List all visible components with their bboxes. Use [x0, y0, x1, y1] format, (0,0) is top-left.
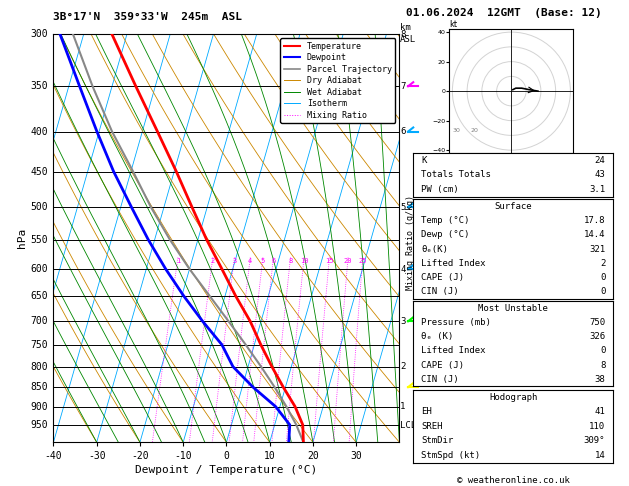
Text: Hodograph: Hodograph [489, 393, 537, 401]
Text: ASL: ASL [400, 35, 416, 44]
Text: 14: 14 [594, 451, 605, 460]
Text: θₑ (K): θₑ (K) [421, 332, 454, 341]
Text: 550: 550 [31, 235, 48, 244]
Text: 650: 650 [31, 291, 48, 301]
Text: 4: 4 [248, 258, 252, 263]
Text: 8: 8 [288, 258, 292, 263]
Text: 6: 6 [271, 258, 276, 263]
Text: 800: 800 [31, 362, 48, 372]
Text: LCL: LCL [400, 421, 416, 431]
Text: PW (cm): PW (cm) [421, 185, 459, 194]
Text: 01.06.2024  12GMT  (Base: 12): 01.06.2024 12GMT (Base: 12) [406, 8, 601, 18]
Text: CIN (J): CIN (J) [421, 287, 459, 296]
Text: Pressure (mb): Pressure (mb) [421, 318, 491, 327]
Text: 5: 5 [400, 203, 406, 212]
Text: 350: 350 [31, 81, 48, 91]
Text: 0: 0 [600, 347, 605, 355]
Text: 6: 6 [400, 127, 406, 136]
Text: CAPE (J): CAPE (J) [421, 273, 464, 282]
Text: 4: 4 [400, 264, 406, 274]
Text: 1: 1 [400, 402, 406, 411]
Text: 7: 7 [400, 82, 406, 91]
Text: 38: 38 [594, 375, 605, 384]
Text: 41: 41 [594, 407, 605, 416]
Text: 400: 400 [31, 126, 48, 137]
Text: Most Unstable: Most Unstable [478, 304, 548, 313]
Text: 750: 750 [31, 340, 48, 350]
Text: 0: 0 [600, 287, 605, 296]
Text: 2: 2 [600, 259, 605, 268]
Text: 14.4: 14.4 [584, 230, 605, 239]
Text: 309°: 309° [584, 436, 605, 445]
Text: CIN (J): CIN (J) [421, 375, 459, 384]
Text: 3.1: 3.1 [589, 185, 605, 194]
Text: 20: 20 [344, 258, 352, 263]
Text: 25: 25 [359, 258, 367, 263]
Text: Lifted Index: Lifted Index [421, 259, 486, 268]
Text: StmSpd (kt): StmSpd (kt) [421, 451, 481, 460]
Text: Mixing Ratio (g/kg): Mixing Ratio (g/kg) [406, 195, 415, 291]
Text: SREH: SREH [421, 422, 443, 431]
Text: 2: 2 [400, 362, 406, 371]
Legend: Temperature, Dewpoint, Parcel Trajectory, Dry Adiabat, Wet Adiabat, Isotherm, Mi: Temperature, Dewpoint, Parcel Trajectory… [281, 38, 395, 123]
Text: 300: 300 [31, 29, 48, 39]
Text: © weatheronline.co.uk: © weatheronline.co.uk [457, 476, 570, 486]
Text: 17.8: 17.8 [584, 216, 605, 225]
Text: 326: 326 [589, 332, 605, 341]
Text: Totals Totals: Totals Totals [421, 171, 491, 179]
Text: 43: 43 [594, 171, 605, 179]
Text: 600: 600 [31, 264, 48, 274]
Text: Lifted Index: Lifted Index [421, 347, 486, 355]
Text: 321: 321 [589, 244, 605, 254]
Text: hPa: hPa [18, 228, 27, 248]
Text: CAPE (J): CAPE (J) [421, 361, 464, 370]
Text: 20: 20 [470, 128, 478, 134]
Text: 750: 750 [589, 318, 605, 327]
Text: 15: 15 [325, 258, 334, 263]
Text: 0: 0 [600, 273, 605, 282]
X-axis label: Dewpoint / Temperature (°C): Dewpoint / Temperature (°C) [135, 466, 318, 475]
Text: 500: 500 [31, 202, 48, 212]
Text: Dewp (°C): Dewp (°C) [421, 230, 470, 239]
Text: km: km [400, 23, 411, 32]
Text: 5: 5 [261, 258, 265, 263]
Text: θₑ(K): θₑ(K) [421, 244, 448, 254]
Text: 30: 30 [452, 128, 460, 134]
Text: 2: 2 [211, 258, 215, 263]
Text: Surface: Surface [494, 202, 532, 211]
Text: Temp (°C): Temp (°C) [421, 216, 470, 225]
Text: 10: 10 [300, 258, 308, 263]
Text: 110: 110 [589, 422, 605, 431]
Text: 950: 950 [31, 420, 48, 430]
Text: 8: 8 [400, 30, 406, 38]
Text: 24: 24 [594, 156, 605, 165]
Text: StmDir: StmDir [421, 436, 454, 445]
Text: 3: 3 [400, 317, 406, 326]
Text: K: K [421, 156, 426, 165]
Text: EH: EH [421, 407, 432, 416]
Text: 3B°17'N  359°33'W  245m  ASL: 3B°17'N 359°33'W 245m ASL [53, 12, 242, 22]
Text: 1: 1 [175, 258, 180, 263]
Text: 850: 850 [31, 382, 48, 392]
Text: 3: 3 [232, 258, 237, 263]
Text: 450: 450 [31, 167, 48, 176]
Text: 900: 900 [31, 401, 48, 412]
Text: 8: 8 [600, 361, 605, 370]
Text: 700: 700 [31, 316, 48, 326]
Text: kt: kt [449, 20, 457, 29]
